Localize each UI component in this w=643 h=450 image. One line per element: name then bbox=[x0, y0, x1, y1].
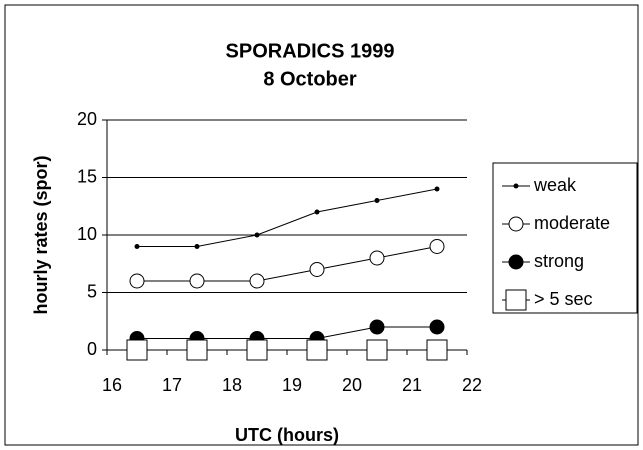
chart-title: SPORADICS 1999 bbox=[226, 40, 395, 62]
point bbox=[249, 273, 265, 289]
x-tick-label: 16 bbox=[102, 375, 122, 395]
series-line bbox=[137, 188, 438, 247]
x-tick-label: 17 bbox=[162, 375, 182, 395]
legend-label: > 5 sec bbox=[534, 289, 593, 309]
legend-label: strong bbox=[534, 251, 584, 271]
chart-subtitle: 8 October bbox=[263, 68, 357, 90]
point bbox=[126, 339, 148, 361]
y-tick-label: 20 bbox=[77, 109, 97, 129]
x-tick-label: 20 bbox=[342, 375, 362, 395]
point bbox=[129, 273, 145, 289]
point bbox=[314, 209, 320, 215]
point bbox=[186, 339, 208, 361]
x-tick-label: 21 bbox=[402, 375, 422, 395]
series-line bbox=[137, 326, 437, 339]
point bbox=[309, 262, 325, 277]
legend-label: weak bbox=[533, 175, 577, 195]
point bbox=[369, 319, 385, 335]
point bbox=[374, 198, 380, 203]
x-tick-label: 19 bbox=[282, 375, 302, 395]
y-tick-label: 0 bbox=[87, 339, 97, 359]
series-line bbox=[137, 246, 438, 282]
point bbox=[306, 339, 328, 361]
x-tick-label: 18 bbox=[222, 375, 242, 395]
legend-marker bbox=[508, 216, 524, 232]
point bbox=[429, 319, 445, 335]
point bbox=[254, 232, 260, 238]
point bbox=[189, 273, 205, 289]
point bbox=[434, 186, 440, 192]
y-tick-label: 15 bbox=[77, 166, 97, 186]
legend-marker bbox=[508, 254, 524, 270]
y-axis-title: hourly rates (spor) bbox=[31, 155, 51, 314]
point bbox=[429, 239, 445, 254]
point bbox=[246, 339, 268, 361]
legend-marker bbox=[505, 289, 527, 311]
legend-marker bbox=[513, 183, 519, 189]
y-tick-label: 5 bbox=[87, 281, 97, 301]
point bbox=[426, 339, 448, 361]
x-axis-title: UTC (hours) bbox=[235, 425, 339, 445]
y-tick-label: 10 bbox=[77, 224, 97, 244]
point bbox=[134, 244, 140, 249]
legend-label: moderate bbox=[534, 213, 610, 233]
point bbox=[366, 339, 388, 361]
x-tick-label: 22 bbox=[462, 375, 482, 395]
point bbox=[194, 244, 200, 249]
point bbox=[369, 250, 385, 266]
